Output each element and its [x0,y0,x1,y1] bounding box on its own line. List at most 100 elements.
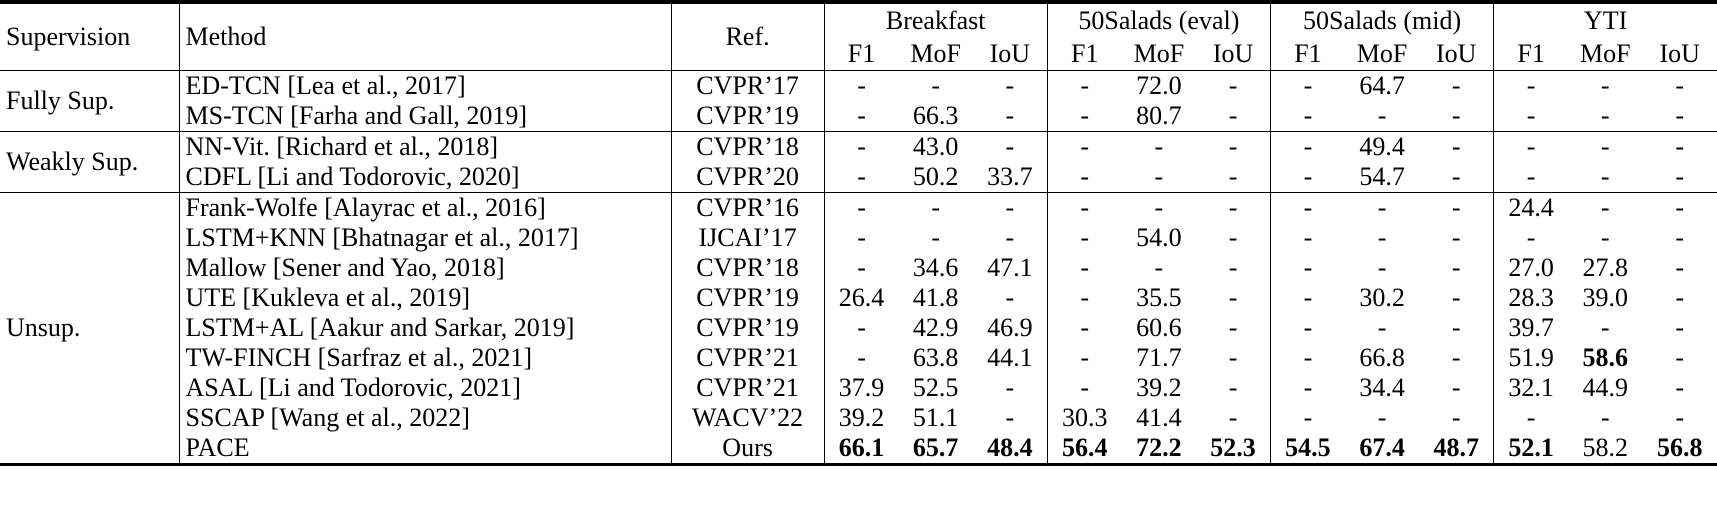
method-cell: UTE [Kukleva et al., 2019] [179,283,672,313]
value-cell: 60.6 [1136,313,1182,342]
method-cell: TW-FINCH [Sarfraz et al., 2021] [179,343,672,373]
value-cell: - [1154,162,1164,191]
value-cell: - [1419,70,1495,101]
value-cell: - [1600,162,1610,191]
metric-header: MoF [1344,37,1420,71]
ref-cell: IJCAI’17 [671,223,825,253]
value-cell: - [1303,162,1313,191]
value-cell: - [1196,343,1271,373]
value-cell: - [1196,70,1271,101]
value-cell: 72.2 [1136,433,1182,462]
value-cell: - [1377,313,1387,342]
table-row: TW-FINCH [Sarfraz et al., 2021] CVPR’21-6… [0,343,1717,373]
method-cell: MS-TCN [Farha and Gall, 2019] [179,101,672,132]
table-row: SSCAP [Wang et al., 2022] WACV’22 39.2 51.1… [0,403,1717,433]
value-cell: - [1121,192,1197,223]
value-cell: - [1196,253,1271,283]
value-cell: - [824,192,899,223]
ref-cell: CVPR’16 [671,192,825,223]
value-cell: 41.8 [912,283,959,312]
value-cell: - [1377,101,1387,130]
value-cell: - [972,223,1048,253]
value-cell: 54.0 [1136,223,1182,252]
value-cell: - [1344,192,1420,223]
dataset-header: Breakfast [824,2,1048,37]
value-cell: 66.1 [838,433,885,462]
value-cell: - [1303,373,1313,402]
value-cell: 50.2 [912,162,959,191]
value-cell: - [1080,373,1090,402]
value-cell: - [1047,192,1122,223]
header-row: Supervision Method Ref. Breakfast 50Salads (… [0,2,1717,71]
table-row: LSTM+AL [Aakur and Sarkar, 2019] CVPR’19 -… [0,313,1717,343]
value-cell: - [1675,283,1685,312]
value-cell: 35.5 [1136,283,1182,312]
value-cell: - [1526,162,1536,191]
value-cell: 33.7 [972,162,1048,193]
ref-cell: CVPR’19 [671,101,825,132]
value-cell: 42.9 [912,313,959,342]
table-row: Mallow [Sener and Yao, 2018] CVPR’18 - 34.6… [0,253,1717,283]
ref-cell: WACV’22 [671,403,825,433]
dataset-header: 50Salads (eval) [1047,2,1271,37]
value-cell: - [1568,131,1643,162]
value-cell: - [857,223,866,252]
value-cell: 66.8 [1359,343,1405,372]
value-cell: - [931,223,941,252]
value-cell: - [1270,70,1345,101]
ref-cell: CVPR’18 [671,253,825,283]
value-cell: - [972,373,1048,403]
ref-cell: CVPR’17 [671,70,825,101]
supervision-cell: Unsup. [0,192,180,465]
value-cell: - [1419,343,1495,373]
value-cell: - [857,253,866,282]
value-cell: - [898,192,973,223]
value-cell: - [1675,313,1685,342]
value-cell: - [1675,403,1685,432]
method-cell: ASAL [Li and Todorovic, 2021] [179,373,672,403]
value-cell: - [1270,131,1345,162]
value-cell: - [1642,70,1717,101]
value-cell: - [1675,101,1685,130]
value-cell: - [1196,223,1271,253]
header-row: F1 MoF IoU F1 MoF IoU F1 MoF IoU F1 MoF IoU [0,37,1717,71]
table-row: PACE Ours 66.1 65.7 48.4 56.4 72.2 52.3 54.5 67.4… [0,433,1717,465]
value-cell: - [1080,283,1090,312]
value-cell: - [1121,131,1197,162]
metric-header: MoF [1121,37,1197,71]
value-cell: - [1642,192,1717,223]
value-cell: - [1493,131,1569,162]
value-cell: 39.2 [838,403,885,432]
metric-header: F1 [1493,37,1569,71]
value-cell: 80.7 [1136,101,1182,130]
value-cell: - [1419,403,1495,433]
value-cell: - [1377,223,1387,252]
value-cell: - [1196,162,1271,193]
value-cell: - [1196,101,1271,132]
value-cell: 28.3 [1508,283,1554,312]
value-cell: - [1419,373,1495,403]
value-cell: - [1419,283,1495,313]
metric-header: MoF [898,37,973,71]
value-cell: - [1675,373,1685,402]
supervision-cell: Weakly Sup. [0,131,180,193]
value-cell: - [972,192,1048,223]
value-cell: - [1377,403,1387,432]
method-cell: NN-Vit. [Richard et al., 2018] [179,131,672,162]
method-cell: Frank-Wolfe [Alayrac et al., 2016] [179,192,672,223]
value-cell: 46.9 [972,313,1048,343]
value-cell: 52.3 [1196,433,1271,465]
value-cell: - [1568,192,1643,223]
value-cell: - [1675,162,1685,191]
value-cell: - [972,403,1048,433]
value-cell: - [1642,131,1717,162]
value-cell: - [1600,313,1610,342]
value-cell: - [1377,253,1387,282]
table-body: Supervision Method Ref. Breakfast 50Salads (… [0,2,1717,465]
value-cell: 32.1 [1508,373,1554,402]
value-cell: - [824,131,899,162]
value-cell: 51.9 [1508,343,1554,372]
value-cell: 56.8 [1656,433,1703,462]
value-cell: - [1080,313,1090,342]
